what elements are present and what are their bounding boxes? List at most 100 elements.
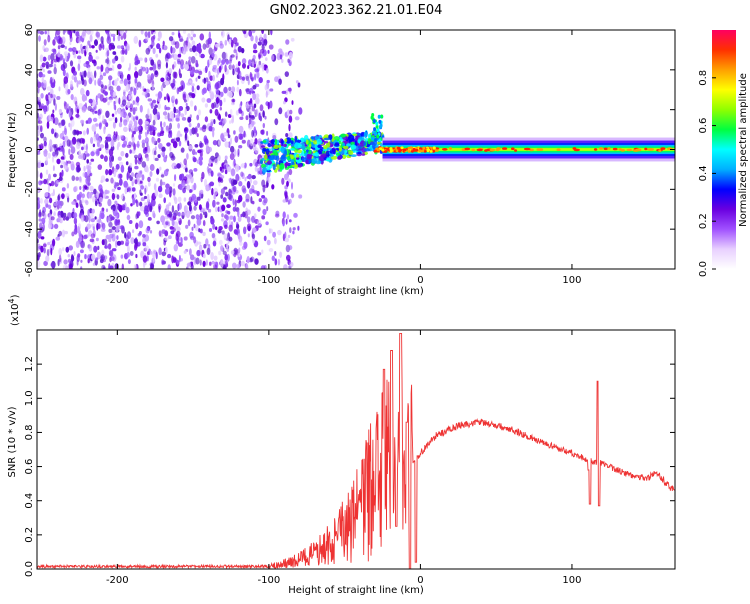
noise-speckle [103,266,106,269]
noise-speckle [261,195,266,199]
noise-speckle [194,151,198,155]
snr-ytick-label: 1.0 [24,390,35,406]
noise-speckle [121,204,126,210]
colorbar-gradient [712,30,736,269]
noise-speckle [230,39,234,48]
noise-speckle [203,80,206,84]
noise-speckle [62,264,68,269]
noise-speckle [71,75,75,80]
band-peak [471,148,476,152]
noise-speckle [225,52,228,60]
noise-speckle [212,48,216,54]
spectrogram-xtick-label: 100 [562,275,581,286]
noise-speckle [181,84,184,92]
noise-speckle [151,137,156,145]
noise-speckle [168,132,171,139]
noise-speckle [146,255,149,262]
noise-speckle [53,97,56,106]
noise-speckle [223,86,228,94]
noise-speckle [71,231,75,237]
noise-speckle [91,59,96,64]
noise-speckle [62,136,65,141]
noise-speckle [191,40,196,46]
noise-speckle [113,79,118,87]
noise-speckle [100,154,104,159]
noise-speckle [46,121,50,129]
noise-speckle [237,46,242,53]
noise-speckle [250,115,256,120]
noise-speckle [57,200,62,206]
noise-speckle [241,76,245,81]
noise-speckle [90,158,95,162]
noise-speckle [155,53,159,58]
noise-speckle [118,178,123,186]
noise-speckle [228,236,233,242]
noise-speckle [98,43,102,51]
noise-speckle [198,228,201,233]
noise-speckle [43,247,46,254]
noise-speckle [119,225,125,230]
noise-speckle [108,117,113,122]
noise-speckle [64,30,67,33]
signal-blob [336,148,340,151]
noise-speckle [88,52,92,56]
noise-speckle [215,87,219,95]
noise-speckle [129,120,133,126]
noise-speckle [213,119,216,125]
noise-speckle [292,227,296,231]
noise-speckle [123,126,128,132]
noise-speckle [138,220,144,229]
noise-speckle [228,190,233,195]
noise-speckle [224,169,228,175]
noise-speckle [64,53,67,62]
noise-speckle [146,156,150,162]
noise-speckle [166,93,169,100]
noise-speckle [129,107,133,112]
noise-speckle [206,247,211,255]
noise-speckle [159,166,162,171]
noise-speckle [251,30,256,34]
noise-speckle [255,97,260,105]
noise-speckle [197,122,201,128]
signal-blob [371,142,377,150]
noise-speckle [61,119,66,126]
noise-speckle [112,121,116,129]
noise-speckle [210,155,216,161]
noise-speckle [80,87,85,96]
noise-speckle [119,30,124,35]
noise-speckle [120,164,125,173]
noise-speckle [163,197,166,204]
signal-blob [371,113,375,117]
noise-speckle [95,56,100,60]
noise-speckle [117,70,121,77]
noise-speckle [123,32,127,40]
noise-speckle [200,53,205,59]
noise-speckle [283,100,286,105]
noise-speckle [53,202,58,207]
colorbar-tick-label: 0.4 [698,165,709,181]
noise-speckle [83,165,86,172]
noise-speckle [108,43,113,51]
noise-speckle [247,233,250,238]
noise-speckle [251,175,256,180]
noise-speckle [231,114,234,123]
snr-xtick-label: 100 [562,575,581,586]
noise-speckle [115,163,120,170]
signal-blob [325,157,331,162]
noise-speckle [190,254,195,261]
noise-speckle [94,39,98,46]
noise-speckle [177,130,181,138]
noise-speckle [157,59,162,67]
noise-speckle [50,263,53,267]
band-peak [538,148,544,151]
noise-speckle [157,91,163,99]
noise-speckle [259,34,263,41]
band-peak [644,147,648,151]
noise-speckle [189,48,193,52]
noise-speckle [114,181,117,190]
noise-speckle [206,98,212,103]
noise-speckle [147,176,151,183]
noise-speckle [57,215,62,221]
noise-speckle [225,210,229,214]
noise-speckle [37,230,42,239]
